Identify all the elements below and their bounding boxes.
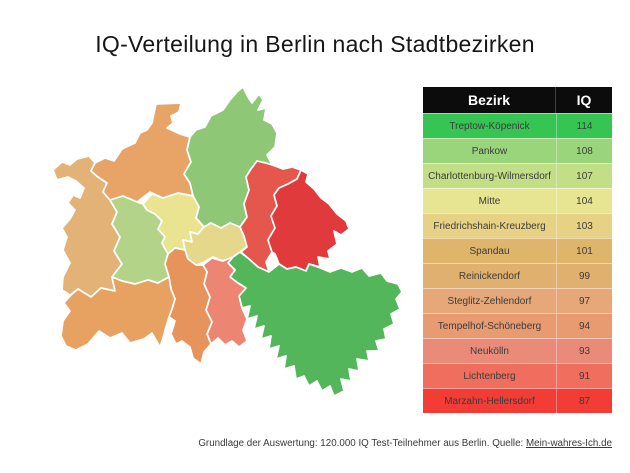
table-row: Spandau 101 <box>423 238 612 263</box>
iq-cell: 94 <box>556 314 612 338</box>
bezirk-cell: Steglitz-Zehlendorf <box>447 295 532 307</box>
table-row: Treptow-Köpenick 114 <box>423 113 612 138</box>
iq-cell: 104 <box>556 189 612 213</box>
table-row: Friedrichshain-Kreuzberg 103 <box>423 213 612 238</box>
source-note: Grundlage der Auswertung: 120.000 IQ Tes… <box>198 438 612 449</box>
table-header-bezirk: Bezirk <box>467 92 511 108</box>
table-header-iq: IQ <box>555 87 612 113</box>
iq-cell: 108 <box>556 139 612 163</box>
iq-table: Bezirk IQ Treptow-Köpenick 114 Pankow 108 Ch… <box>423 87 612 413</box>
bezirk-cell: Spandau <box>469 245 510 257</box>
source-link[interactable]: Mein-wahres-Ich.de <box>525 438 612 449</box>
iq-cell: 107 <box>556 164 612 188</box>
table-row: Steglitz-Zehlendorf 97 <box>423 288 612 313</box>
table-row: Mitte 104 <box>423 188 612 213</box>
bezirk-cell: Treptow-Köpenick <box>449 120 530 132</box>
map-district-steglitz-zehlendorf: Steglitz-Zehlendorf – IQ 97 <box>60 276 176 351</box>
table-row: Tempelhof-Schöneberg 94 <box>423 313 612 338</box>
bezirk-cell: Lichtenberg <box>463 370 516 382</box>
bezirk-cell: Reinickendorf <box>458 270 521 282</box>
iq-cell: 93 <box>556 339 612 363</box>
table-row: Charlottenburg-Wilmersdorf 107 <box>423 163 612 188</box>
table-row: Neukölln 93 <box>423 338 612 363</box>
map-district-marzahn-hellersdorf: Marzahn-Hellersdorf – IQ 87 <box>267 169 350 272</box>
map-district-reinickendorf: Reinickendorf – IQ 99 <box>90 102 194 203</box>
map-district-treptow-koepenick: Treptow-Köpenick – IQ 114 <box>227 251 403 397</box>
iq-cell: 99 <box>556 264 612 288</box>
bezirk-cell: Charlottenburg-Wilmersdorf <box>428 170 551 182</box>
bezirk-cell: Friedrichshain-Kreuzberg <box>433 220 546 232</box>
table-row: Pankow 108 <box>423 138 612 163</box>
iq-cell: 114 <box>556 114 612 138</box>
bezirk-cell: Marzahn-Hellersdorf <box>444 395 535 407</box>
source-note-text: Grundlage der Auswertung: 120.000 IQ Tes… <box>198 438 526 449</box>
table-row: Reinickendorf 99 <box>423 263 612 288</box>
table-row: Lichtenberg 91 <box>423 363 612 388</box>
iq-cell: 101 <box>556 239 612 263</box>
bezirk-cell: Mitte <box>478 195 501 207</box>
bezirk-cell: Tempelhof-Schöneberg <box>437 320 542 332</box>
bezirk-cell: Neukölln <box>470 345 509 357</box>
table-body: Treptow-Köpenick 114 Pankow 108 Charlottenbu… <box>423 113 612 413</box>
iq-cell: 103 <box>556 214 612 238</box>
table-row: Marzahn-Hellersdorf 87 <box>423 388 612 413</box>
page-title: IQ-Verteilung in Berlin nach Stadtbezirk… <box>95 31 535 57</box>
iq-cell: 87 <box>556 389 612 413</box>
table-header-row: Bezirk IQ <box>423 87 612 113</box>
iq-cell: 91 <box>556 364 612 388</box>
bezirk-cell: Pankow <box>471 145 508 157</box>
iq-cell: 97 <box>556 289 612 313</box>
